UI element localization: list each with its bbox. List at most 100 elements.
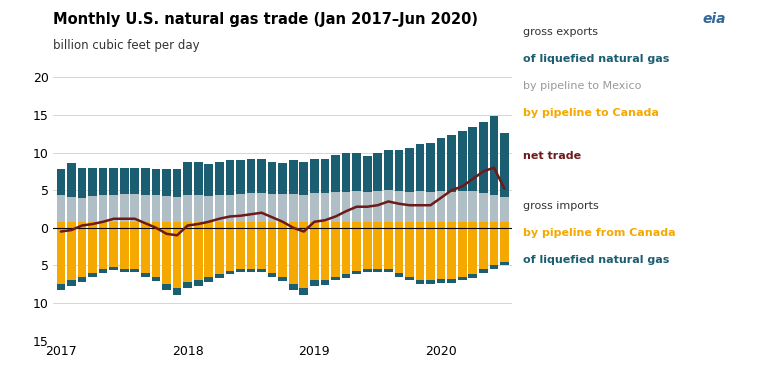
Bar bbox=[183, 222, 192, 228]
Bar bbox=[131, 168, 139, 194]
Bar bbox=[215, 274, 224, 278]
Bar bbox=[151, 195, 160, 222]
Bar bbox=[405, 277, 414, 281]
Bar bbox=[67, 163, 76, 197]
Bar bbox=[299, 162, 308, 195]
Bar bbox=[162, 196, 171, 222]
Bar bbox=[374, 228, 382, 269]
Bar bbox=[458, 277, 467, 281]
Bar bbox=[394, 150, 403, 191]
Bar bbox=[225, 160, 235, 195]
Bar bbox=[120, 168, 128, 194]
Bar bbox=[99, 269, 108, 273]
Bar bbox=[352, 222, 361, 228]
Bar bbox=[278, 194, 287, 222]
Bar bbox=[394, 273, 403, 277]
Bar bbox=[416, 144, 424, 191]
Bar bbox=[448, 228, 456, 279]
Bar bbox=[331, 228, 340, 277]
Text: by pipeline to Canada: by pipeline to Canada bbox=[523, 108, 659, 118]
Bar bbox=[310, 159, 319, 193]
Bar bbox=[268, 162, 277, 194]
Bar bbox=[448, 279, 456, 283]
Bar bbox=[384, 228, 393, 269]
Bar bbox=[363, 192, 371, 222]
Bar bbox=[448, 192, 456, 222]
Bar bbox=[289, 222, 297, 228]
Bar bbox=[109, 228, 118, 267]
Bar bbox=[257, 193, 266, 222]
Bar bbox=[183, 162, 192, 195]
Bar bbox=[236, 228, 244, 269]
Bar bbox=[321, 222, 329, 228]
Bar bbox=[162, 228, 171, 284]
Bar bbox=[342, 192, 351, 222]
Bar bbox=[215, 228, 224, 274]
Bar bbox=[78, 277, 86, 282]
Bar bbox=[468, 222, 478, 228]
Bar bbox=[490, 265, 498, 269]
Bar bbox=[194, 162, 202, 195]
Bar bbox=[151, 228, 160, 277]
Bar bbox=[426, 192, 435, 222]
Bar bbox=[131, 194, 139, 222]
Bar bbox=[78, 168, 86, 198]
Bar bbox=[88, 228, 97, 273]
Bar bbox=[352, 228, 361, 271]
Text: net trade: net trade bbox=[523, 151, 581, 161]
Bar bbox=[99, 195, 108, 222]
Bar bbox=[331, 155, 340, 192]
Bar bbox=[500, 262, 509, 265]
Bar bbox=[416, 222, 424, 228]
Bar bbox=[88, 273, 97, 277]
Bar bbox=[490, 195, 498, 222]
Bar bbox=[173, 228, 181, 288]
Bar bbox=[278, 163, 287, 194]
Bar bbox=[437, 222, 445, 228]
Bar bbox=[405, 148, 414, 192]
Bar bbox=[426, 228, 435, 281]
Bar bbox=[289, 284, 297, 290]
Bar bbox=[289, 228, 297, 284]
Bar bbox=[468, 127, 478, 191]
Bar bbox=[173, 288, 181, 295]
Bar bbox=[151, 277, 160, 281]
Bar bbox=[109, 168, 118, 195]
Text: of liquefied natural gas: of liquefied natural gas bbox=[523, 255, 670, 265]
Bar bbox=[194, 228, 202, 281]
Text: by pipeline to Mexico: by pipeline to Mexico bbox=[523, 81, 642, 91]
Bar bbox=[384, 190, 393, 222]
Bar bbox=[278, 277, 287, 281]
Text: by pipeline from Canada: by pipeline from Canada bbox=[523, 228, 676, 238]
Bar bbox=[205, 228, 213, 277]
Bar bbox=[236, 269, 244, 272]
Bar bbox=[120, 194, 128, 222]
Bar bbox=[374, 191, 382, 222]
Bar bbox=[205, 196, 213, 222]
Bar bbox=[162, 284, 171, 290]
Bar bbox=[151, 169, 160, 195]
Bar bbox=[278, 228, 287, 277]
Bar bbox=[394, 191, 403, 222]
Bar bbox=[78, 222, 86, 228]
Bar bbox=[247, 222, 255, 228]
Bar bbox=[321, 281, 329, 285]
Bar bbox=[479, 222, 487, 228]
Bar bbox=[310, 281, 319, 286]
Bar bbox=[57, 228, 65, 284]
Bar bbox=[437, 191, 445, 222]
Bar bbox=[78, 228, 86, 277]
Text: Monthly U.S. natural gas trade (Jan 2017–Jun 2020): Monthly U.S. natural gas trade (Jan 2017… bbox=[53, 12, 478, 27]
Bar bbox=[352, 153, 361, 191]
Bar bbox=[99, 168, 108, 195]
Bar bbox=[57, 284, 65, 290]
Bar bbox=[141, 273, 150, 277]
Bar bbox=[299, 222, 308, 228]
Bar bbox=[268, 194, 277, 222]
Bar bbox=[468, 228, 478, 274]
Bar bbox=[225, 228, 235, 271]
Bar bbox=[321, 159, 329, 193]
Bar bbox=[67, 228, 76, 281]
Text: eia: eia bbox=[702, 12, 726, 26]
Bar bbox=[479, 122, 487, 193]
